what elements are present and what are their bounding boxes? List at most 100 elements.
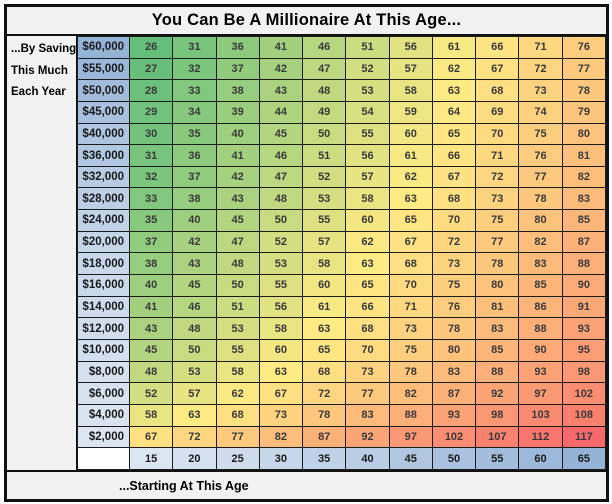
heatmap-cell: 78 [561, 79, 607, 102]
heatmap-cell: 61 [302, 295, 347, 319]
heatmap-cell: 32 [128, 165, 174, 189]
heatmap-cell: 28 [128, 79, 174, 102]
heatmap-cell: 117 [561, 425, 607, 449]
heatmap-cell: 51 [302, 144, 347, 167]
heatmap-cell: 63 [431, 79, 477, 102]
heatmap-cell: 98 [475, 403, 520, 427]
heatmap-cell: 40 [215, 122, 260, 146]
table-row: $12,000 43 48 53 58 63 68 73 78 83 88 93 [77, 317, 607, 340]
column-header-row: 15 20 25 30 35 40 45 50 55 60 65 [77, 447, 607, 470]
table-row: $55,000 27 32 37 42 47 52 57 62 67 72 77 [77, 57, 607, 81]
heatmap-cell: 73 [518, 79, 563, 102]
heatmap-cell: 30 [128, 122, 174, 146]
heatmap-cell: 52 [302, 165, 347, 189]
heatmap-cell: 42 [172, 230, 217, 254]
empty-corner-cell [77, 447, 130, 470]
heatmap-cell: 38 [215, 79, 260, 102]
heatmap-cell: 63 [172, 403, 217, 427]
heatmap-cell: 83 [345, 403, 390, 427]
row-header-cell: $16,000 [77, 274, 130, 297]
heatmap-cell: 60 [302, 274, 347, 297]
column-header-cell: 65 [561, 447, 607, 470]
heatmap-cell: 31 [172, 36, 217, 59]
heatmap-cell: 58 [128, 403, 174, 427]
heatmap-cell: 93 [561, 317, 607, 340]
heatmap-cell: 42 [215, 165, 260, 189]
heatmap-cell: 59 [388, 100, 433, 124]
heatmap-cell: 62 [431, 57, 477, 81]
heatmap-cell: 37 [172, 165, 217, 189]
heatmap-cell: 55 [258, 274, 304, 297]
table-row: $36,000 31 36 41 46 51 56 61 66 71 76 81 [77, 144, 607, 167]
heatmap-cell: 41 [128, 295, 174, 319]
heatmap-cell: 80 [431, 338, 477, 362]
heatmap-cell: 73 [345, 360, 390, 384]
heatmap-cell: 70 [388, 274, 433, 297]
heatmap-cell: 76 [561, 36, 607, 59]
table-body-area: ...By Saving This Much Each Year $60,000… [7, 36, 607, 470]
heatmap-cell: 80 [561, 122, 607, 146]
heatmap-cell: 52 [258, 230, 304, 254]
row-header-cell: $20,000 [77, 230, 130, 254]
heatmap-cell: 107 [475, 425, 520, 449]
row-header-cell: $4,000 [77, 403, 130, 427]
heatmap-cell: 48 [172, 317, 217, 340]
heatmap-cell: 71 [475, 144, 520, 167]
heatmap-cell: 70 [475, 122, 520, 146]
heatmap-cell: 45 [215, 209, 260, 232]
heatmap-cell: 38 [172, 187, 217, 211]
heatmap-cell: 63 [345, 252, 390, 276]
row-header-cell: $24,000 [77, 209, 130, 232]
heatmap-cell: 68 [388, 252, 433, 276]
heatmap-cell: 56 [258, 295, 304, 319]
heatmap-cell: 67 [388, 230, 433, 254]
row-header-cell: $60,000 [77, 36, 130, 59]
column-header-cell: 35 [302, 447, 347, 470]
column-header-cell: 55 [475, 447, 520, 470]
row-header-cell: $45,000 [77, 100, 130, 124]
page-title: You Can Be A Millionaire At This Age... [7, 7, 606, 36]
heatmap-cell: 85 [475, 338, 520, 362]
heatmap-cell: 81 [561, 144, 607, 167]
column-header-cell: 20 [172, 447, 217, 470]
column-header-cell: 45 [388, 447, 433, 470]
row-header-cell: $14,000 [77, 295, 130, 319]
heatmap-cell: 55 [302, 209, 347, 232]
row-header-cell: $2,000 [77, 425, 130, 449]
heatmap-cell: 31 [128, 144, 174, 167]
heatmap-cell: 88 [475, 360, 520, 384]
heatmap-cell: 83 [431, 360, 477, 384]
heatmap-cell: 67 [128, 425, 174, 449]
heatmap-cell: 58 [302, 252, 347, 276]
row-axis-label-line: This Much [11, 64, 68, 77]
row-header-cell: $36,000 [77, 144, 130, 167]
heatmap-cell: 78 [518, 187, 563, 211]
table-row: $4,000 58 63 68 73 78 83 88 93 98 103 108 [77, 403, 607, 427]
heatmap-cell: 70 [431, 209, 477, 232]
table-row: $60,000 26 31 36 41 46 51 56 61 66 71 76 [77, 36, 607, 59]
heatmap-cell: 102 [561, 382, 607, 405]
row-header-cell: $18,000 [77, 252, 130, 276]
heatmap-cell: 61 [431, 36, 477, 59]
column-header-cell: 50 [431, 447, 477, 470]
table-row: $50,000 28 33 38 43 48 53 58 63 68 73 78 [77, 79, 607, 102]
heatmap-cell: 67 [258, 382, 304, 405]
heatmap-cell: 77 [518, 165, 563, 189]
column-header-cell: 15 [128, 447, 174, 470]
heatmap-cell: 45 [128, 338, 174, 362]
heatmap-cell: 51 [345, 36, 390, 59]
heatmap-cell: 97 [388, 425, 433, 449]
heatmap-cell: 48 [302, 79, 347, 102]
table-row: $10,000 45 50 55 60 65 70 75 80 85 90 95 [77, 338, 607, 362]
heatmap-cell: 80 [475, 274, 520, 297]
heatmap-cell: 71 [518, 36, 563, 59]
heatmap-cell: 50 [172, 338, 217, 362]
heatmap-cell: 58 [388, 79, 433, 102]
heatmap-cell: 65 [431, 122, 477, 146]
heatmap-cell: 87 [302, 425, 347, 449]
heatmap-cell: 58 [258, 317, 304, 340]
heatmap-cell: 73 [388, 317, 433, 340]
heatmap-cell: 47 [258, 165, 304, 189]
column-axis-label: ...Starting At This Age [7, 470, 606, 499]
